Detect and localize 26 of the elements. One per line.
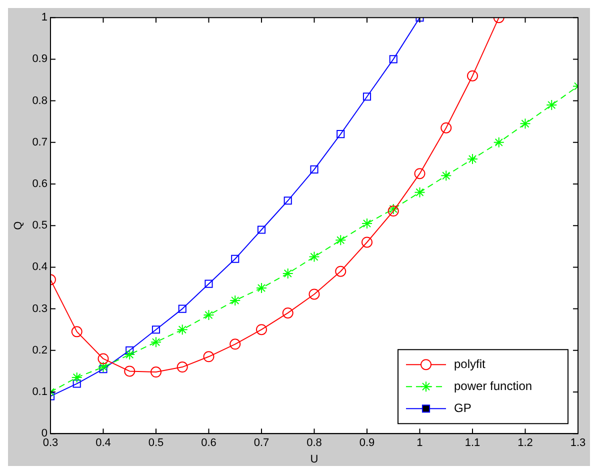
y-tick-label: 0 [41,428,48,440]
y-tick-label: 1 [41,12,48,24]
x-tick-label: 0.4 [96,437,111,450]
x-tick-label: 0.9 [359,437,375,450]
x-tick-label: 0.7 [254,437,270,450]
y-tick-label: 0.5 [32,220,48,232]
y-tick-label: 0.7 [32,136,48,148]
x-tick-label: 1.2 [518,437,533,450]
legend-label: polyfit [454,356,486,371]
y-tick-label: 0.1 [32,386,48,398]
y-tick-label: 0.6 [32,178,48,190]
x-tick-label: 0.5 [148,437,164,450]
x-tick-label: 1.3 [570,437,586,450]
x-tick-label: 1.1 [464,437,480,450]
legend-label: power function [454,378,532,393]
x-tick-label: 0.6 [201,437,216,450]
y-tick-label: 0.2 [32,344,48,356]
x-tick-label: 1 [416,437,423,450]
y-tick-label: 0.9 [32,53,48,66]
y-axis-title: Q [12,220,25,230]
y-tick-label: 0.4 [32,261,48,274]
y-tick-label: 0.3 [32,302,48,315]
x-tick-label: 0.8 [306,437,322,450]
legend-label: GP [454,400,472,415]
y-tick-label: 0.8 [32,94,48,107]
x-axis-title: U [310,453,318,466]
